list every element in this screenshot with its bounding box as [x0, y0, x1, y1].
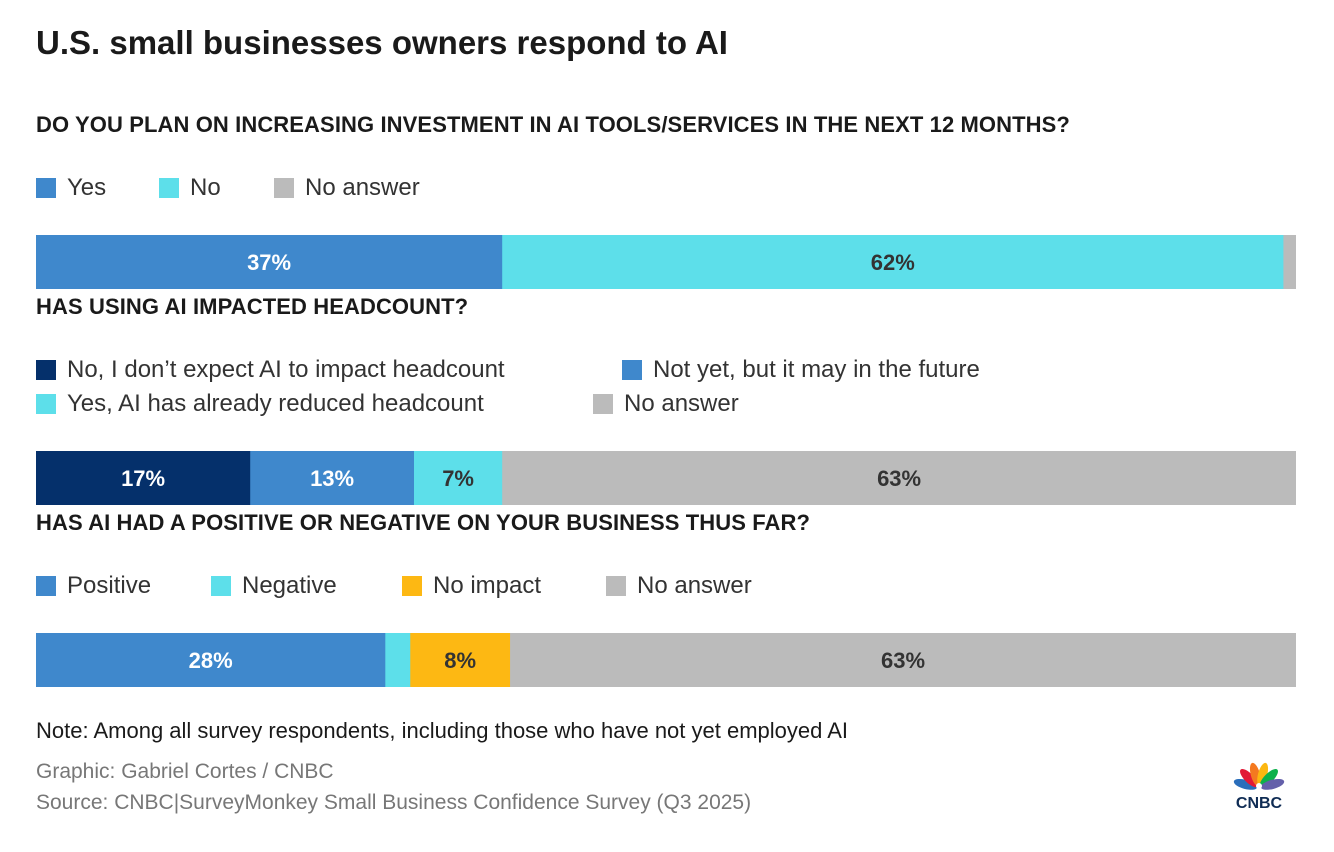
- bar-svg: 17% 13% 7% 63%: [36, 451, 1296, 505]
- legend-positive: Positive: [36, 572, 151, 600]
- chart-1-title: DO YOU PLAN ON INCREASING INVESTMENT IN …: [36, 112, 1070, 137]
- chart-2-title: HAS USING AI IMPACTED HEADCOUNT?: [36, 294, 469, 319]
- bar-segment-1: [36, 451, 251, 505]
- legend-yes: Yes: [36, 174, 106, 202]
- legend-swatch: [606, 576, 626, 596]
- legend-label: Positive: [67, 572, 152, 599]
- legend-swatch: [36, 576, 56, 596]
- legend-label: Not yet, but it may in the future: [653, 356, 980, 383]
- stacked-bar-investment: 37% 62%: [36, 235, 1296, 289]
- page-title: U.S. small businesses owners respond to …: [36, 24, 728, 61]
- legend-swatch: [622, 360, 642, 380]
- bar-value-label: 17%: [121, 466, 165, 491]
- legend-label: No answer: [624, 390, 739, 417]
- bar-value-label: 62%: [871, 250, 915, 275]
- legend-label: Yes, AI has already reduced headcount: [67, 390, 484, 417]
- bar-value-label: 8%: [444, 648, 476, 673]
- legend-no-impact: No impact: [402, 572, 541, 600]
- legend-not-yet: Not yet, but it may in the future: [622, 356, 980, 384]
- chart-3-title: HAS AI HAD A POSITIVE OR NEGATIVE ON YOU…: [36, 510, 811, 535]
- bar-svg: 28% 8% 63%: [36, 633, 1296, 687]
- legend-no-answer: No answer: [606, 572, 752, 600]
- legend-label: No impact: [433, 572, 542, 599]
- legend-swatch: [274, 178, 294, 198]
- bar-segment-4: [502, 451, 1296, 505]
- cnbc-logo: CNBC: [1226, 758, 1292, 812]
- bar-value-label: 63%: [881, 648, 925, 673]
- legend-swatch: [36, 178, 56, 198]
- legend-label: No, I don’t expect AI to impact headcoun…: [67, 356, 505, 383]
- legend-no-answer: No answer: [274, 174, 420, 202]
- legend-label: No: [190, 174, 221, 201]
- bar-segment-3: [414, 451, 503, 505]
- legend-label: Yes: [67, 174, 107, 201]
- logo-text: CNBC: [1236, 795, 1283, 812]
- legend-swatch: [211, 576, 231, 596]
- legend-label: Negative: [242, 572, 337, 599]
- bar-segment-2: [502, 235, 1284, 289]
- bar-value-label: 13%: [310, 466, 354, 491]
- legend-swatch: [36, 360, 56, 380]
- bar-value-label: 7%: [442, 466, 474, 491]
- legend-no-answer: No answer: [593, 390, 739, 418]
- bar-value-label: 28%: [189, 648, 233, 673]
- bar-segment-1: [36, 235, 503, 289]
- chart-note: Note: Among all survey respondents, incl…: [36, 718, 849, 743]
- legend-label: No answer: [305, 174, 420, 201]
- legend-label: No answer: [637, 572, 752, 599]
- bar-segment-3: [410, 633, 511, 687]
- bar-segment-1: [36, 633, 386, 687]
- legend-no: No: [159, 174, 221, 202]
- stacked-bar-impact: 28% 8% 63%: [36, 633, 1296, 687]
- legend-reduced-headcount: Yes, AI has already reduced headcount: [36, 390, 484, 418]
- bar-svg: 37% 62%: [36, 235, 1296, 289]
- bar-segment-3: [1283, 235, 1296, 289]
- legend-swatch: [402, 576, 422, 596]
- legend-negative: Negative: [211, 572, 337, 600]
- legend-swatch: [36, 394, 56, 414]
- peacock-icon: CNBC: [1233, 762, 1285, 812]
- graphic-credit: Graphic: Gabriel Cortes / CNBC: [36, 760, 334, 783]
- stacked-bar-headcount: 17% 13% 7% 63%: [36, 451, 1296, 505]
- legend-no-impact-headcount: No, I don’t expect AI to impact headcoun…: [36, 356, 505, 384]
- bar-segment-4: [510, 633, 1296, 687]
- legend-swatch: [593, 394, 613, 414]
- source-line: Source: CNBC|SurveyMonkey Small Business…: [36, 791, 752, 814]
- bar-value-label: 37%: [247, 250, 291, 275]
- legend-swatch: [159, 178, 179, 198]
- bar-value-label: 63%: [877, 466, 921, 491]
- bar-segment-2: [385, 633, 411, 687]
- bar-segment-2: [250, 451, 415, 505]
